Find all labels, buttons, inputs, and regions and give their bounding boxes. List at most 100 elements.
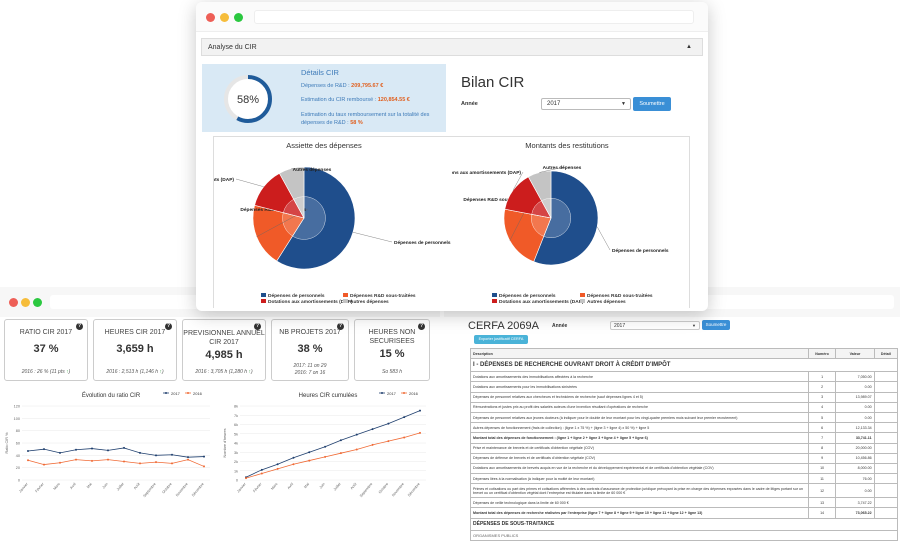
pie-title: Montants des restitutions <box>525 141 609 150</box>
gauge-donut: 58% <box>224 75 272 123</box>
table-row: Dotations aux amortissements des immobil… <box>470 371 899 383</box>
data-point <box>171 462 173 465</box>
year-select[interactable]: 2017 ▼ <box>541 98 631 110</box>
data-point <box>123 446 125 449</box>
data-point <box>187 458 189 461</box>
y-axis-label: Ratio CIR % <box>5 432 9 454</box>
data-point <box>403 416 406 419</box>
row-value: 76.00 <box>835 473 875 485</box>
x-tick-label: Décembre <box>191 482 205 497</box>
legend-label: 2017 <box>171 391 181 396</box>
row-detail <box>873 411 899 424</box>
kpi-title: PREVISIONNEL ANNUEL CIR 2017 <box>183 330 265 346</box>
help-icon[interactable]: ? <box>76 323 83 330</box>
data-point <box>308 459 311 462</box>
data-point <box>292 463 295 466</box>
help-icon[interactable]: ? <box>254 323 261 330</box>
table-row: Dotations aux amortissements de brevets … <box>470 462 899 475</box>
kpi-note: 2016 : 3,705 h (1,280 h ↑) <box>195 369 253 375</box>
table-row: Autres dépenses de fonctionnement (frais… <box>470 422 899 434</box>
label-leader <box>512 171 524 191</box>
help-icon[interactable]: ? <box>418 323 425 330</box>
slice-label: Autres dépenses <box>293 167 332 173</box>
data-point <box>59 461 61 464</box>
legend-label: Dotations aux amortissements (DAP) <box>499 299 584 305</box>
data-point <box>75 448 77 451</box>
data-point <box>203 465 205 468</box>
data-point <box>339 439 342 442</box>
collapse-icon[interactable]: ▲ <box>686 44 692 50</box>
data-point <box>276 463 279 466</box>
pie-slice <box>276 166 356 270</box>
minimize-window-button[interactable] <box>220 13 229 22</box>
close-window-button[interactable] <box>206 13 215 22</box>
address-bar[interactable] <box>254 10 694 24</box>
slice-label: Dépenses de personnels <box>394 240 451 246</box>
x-tick-label: Mai <box>86 482 93 489</box>
data-point <box>187 456 189 459</box>
maximize-window-button[interactable] <box>33 298 42 307</box>
x-tick-label: Décembre <box>407 482 421 497</box>
kpi-note: 2016 : 2,513 h (1,146 h ↑) <box>106 369 164 375</box>
table-row: Dépenses de veille technologique dans la… <box>470 497 899 509</box>
analyse-panel-header[interactable]: Analyse du CIR ▲ <box>201 38 703 56</box>
help-icon[interactable]: ? <box>165 323 172 330</box>
y-tick-label: 0 <box>236 479 238 483</box>
cerfa-year-select[interactable]: 2017 ▼ <box>610 321 700 330</box>
row-value: 3,747.22 <box>835 497 875 509</box>
kpi-heures-cir: ? HEURES CIR 2017 3,659 h 2016 : 2,513 h… <box>93 319 177 381</box>
export-cerfa-button[interactable]: Exporter justificatif CERFA <box>474 335 528 344</box>
cerfa-submit-button[interactable]: Soumettre <box>702 320 730 330</box>
minimize-window-button[interactable] <box>21 298 30 307</box>
row-number: 11 <box>807 473 837 485</box>
row-detail <box>873 371 899 383</box>
row-description: Dotations aux amortissements pour les im… <box>470 381 809 393</box>
data-point <box>139 451 141 454</box>
submit-button[interactable]: Soumettre <box>633 97 671 111</box>
pie-charts-panel: Assiette des dépenses Dépenses de personn… <box>213 136 690 308</box>
row-value: 10,456.86 <box>835 452 875 464</box>
row-value: 0.00 <box>835 401 875 413</box>
series-line <box>27 459 205 467</box>
row-detail <box>873 473 899 485</box>
row-description: Montant total des dépenses de fonctionne… <box>470 432 809 444</box>
data-point <box>155 461 157 464</box>
cir-reimbursed-line: Estimation du CIR remboursé : 120,854.55… <box>301 97 410 103</box>
row-detail <box>873 432 899 444</box>
row-description: Dépenses liées à la normalisation (à ind… <box>470 473 809 485</box>
x-tick-label: Octobre <box>161 482 172 494</box>
x-tick-label: Octobre <box>378 482 389 494</box>
x-tick-label: Septembre <box>142 482 156 498</box>
data-point <box>355 433 358 436</box>
chart-title: Heures CIR cumulées <box>299 393 358 399</box>
table-row: Montant total des dépenses de recherche … <box>470 507 899 519</box>
y-tick-label: 120 <box>14 405 20 409</box>
close-window-button[interactable] <box>9 298 18 307</box>
y-tick-label: 2k <box>234 460 238 464</box>
y-tick-label: 5k <box>234 432 238 436</box>
help-icon[interactable]: ? <box>337 323 344 330</box>
x-tick-label: Avril <box>69 482 77 490</box>
row-description: Dépenses de personnel relatives aux cher… <box>470 391 809 403</box>
x-tick-label: Novembre <box>391 482 405 497</box>
maximize-window-button[interactable] <box>234 13 243 22</box>
legend-marker <box>381 392 383 394</box>
data-point <box>387 440 390 443</box>
row-value: 0.00 <box>835 483 875 499</box>
x-tick-label: Mars <box>270 482 278 491</box>
legend-label: 2016 <box>409 391 419 396</box>
chevron-down-icon: ▼ <box>621 101 626 107</box>
row-description: Dépenses de personnel relatives aux jeun… <box>470 411 809 424</box>
data-point <box>59 451 61 454</box>
panel-title: Analyse du CIR <box>208 44 257 51</box>
restitutions-pie-chart: Montants des restitutions Dépenses de per… <box>452 141 669 305</box>
table-row: Dépenses liées à la normalisation (à ind… <box>470 473 899 485</box>
series-line <box>245 432 421 479</box>
section-header: I - DÉPENSES DE RECHERCHE OUVRANT DROIT … <box>470 358 898 373</box>
kpi-heures-non-securisees: ? HEURES NON SECURISEES 15 % So 583 h <box>354 319 430 381</box>
table-row: Dotations aux amortissements pour les im… <box>470 381 899 393</box>
data-point <box>339 452 342 455</box>
row-description: Dotations aux amortissements de brevets … <box>470 462 809 475</box>
legend-swatch <box>343 299 348 303</box>
row-number: 6 <box>807 422 837 434</box>
